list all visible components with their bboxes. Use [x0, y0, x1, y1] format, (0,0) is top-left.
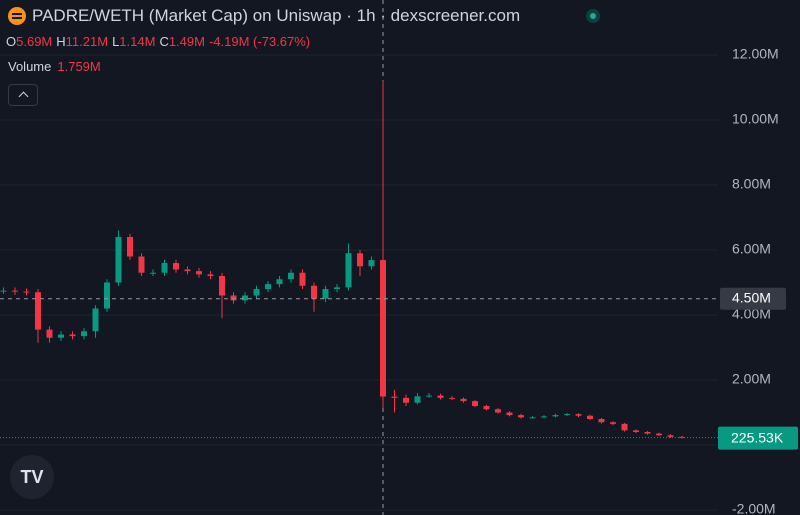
- candle-body: [288, 272, 294, 280]
- volume-label: Volume: [8, 59, 52, 74]
- candle-body: [92, 308, 99, 332]
- candle-body: [644, 431, 651, 434]
- candle-body: [253, 288, 260, 296]
- ohlc-key: O: [6, 34, 17, 49]
- volume-row: Volume 1.759M: [8, 59, 101, 74]
- candle-body: [575, 414, 582, 416]
- y-tick-label: 8.00M: [732, 176, 771, 192]
- candle-body: [518, 415, 524, 418]
- candle-body: [552, 415, 559, 417]
- y-tick-label: -2.00M: [732, 501, 776, 515]
- candle-body: [46, 329, 53, 338]
- ohlc-value: 5.69M: [16, 34, 53, 49]
- ohlc-key: C: [159, 34, 169, 49]
- candle-body: [196, 271, 202, 275]
- tv-logo[interactable]: TV: [10, 455, 54, 499]
- candle-body: [127, 236, 133, 257]
- candle-body: [610, 422, 616, 424]
- candle-body: [322, 288, 329, 299]
- ohlc-key: L: [112, 34, 120, 49]
- candle-body: [368, 260, 375, 267]
- candle-body: [472, 401, 478, 406]
- candle-body: [334, 287, 340, 289]
- ohlc-row: O5.69M H11.21M L1.14M C1.49M -4.19M (-73.67%…: [6, 34, 314, 49]
- last-price-box: [718, 426, 798, 450]
- candle-body: [104, 282, 110, 309]
- y-tick-label: 2.00M: [732, 371, 771, 387]
- candle-body: [69, 334, 76, 337]
- candle-body: [184, 269, 191, 272]
- candle-body: [495, 409, 501, 413]
- candle-body: [207, 274, 214, 276]
- change-value: -4.19M (-73.67%): [208, 34, 311, 49]
- candle-body: [667, 435, 674, 437]
- candle-body: [437, 395, 444, 398]
- candle-body: [587, 415, 593, 419]
- candle-body: [276, 279, 283, 285]
- candle-body: [483, 405, 490, 410]
- volume-value: 1.759M: [57, 59, 101, 74]
- candle-body: [0, 290, 7, 292]
- status-dot: [586, 9, 600, 23]
- ohlc-key: H: [56, 34, 66, 49]
- collapse-button[interactable]: [8, 84, 38, 106]
- candle-body: [529, 417, 536, 419]
- candle-body: [81, 331, 87, 337]
- candle-body: [391, 396, 398, 398]
- candle-body: [414, 396, 421, 403]
- candle-body: [58, 334, 64, 338]
- candle-body: [299, 272, 306, 286]
- candle-body: [311, 285, 317, 299]
- ohlc-value: 11.21M: [65, 34, 109, 49]
- ohlc-value: 1.14M: [119, 34, 156, 49]
- candle-body: [265, 284, 271, 289]
- candle-body: [230, 295, 237, 301]
- candle-body: [656, 433, 662, 436]
- candle-body: [357, 253, 363, 267]
- y-tick-label: 6.00M: [732, 241, 771, 257]
- candle-body: [633, 430, 639, 432]
- y-tick-label: 10.00M: [732, 111, 779, 127]
- y-tick-label: 12.00M: [732, 46, 779, 62]
- crosshair-label: 4.50M: [732, 289, 771, 305]
- candle-body: [219, 275, 225, 296]
- ohlc-value: 1.49M: [168, 34, 205, 49]
- candle-body: [173, 262, 179, 270]
- candle-body: [12, 290, 18, 292]
- candle-body: [161, 262, 168, 273]
- candle-body: [541, 416, 547, 418]
- candle-body: [621, 423, 628, 431]
- candle-body: [426, 395, 432, 397]
- candle-body: [564, 414, 570, 416]
- candle-body: [380, 260, 386, 397]
- last-price-label: 225.53K: [731, 429, 784, 445]
- crosshair-label-box: [720, 287, 786, 310]
- candle-body: [598, 418, 605, 423]
- chart-title: PADRE/WETH (Market Cap) on Uniswap · 1h …: [32, 6, 521, 25]
- candle-body: [115, 236, 122, 283]
- candle-body: [506, 412, 513, 416]
- candle-body: [460, 398, 467, 402]
- candle-body: [35, 292, 41, 330]
- title-row: PADRE/WETH (Market Cap) on Uniswap · 1h …: [8, 6, 520, 26]
- candle-body: [345, 253, 352, 288]
- candle-body: [449, 397, 455, 399]
- candle-body: [138, 256, 145, 273]
- candle-body: [403, 397, 409, 403]
- candle-body: [23, 291, 30, 293]
- candle-body: [242, 295, 248, 301]
- candle-body: [150, 272, 156, 274]
- token-icon: [8, 7, 26, 25]
